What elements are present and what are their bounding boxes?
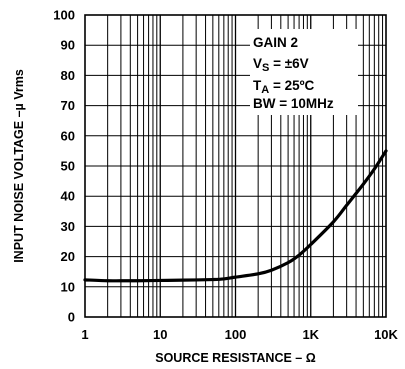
gain-note: GAIN 2 (253, 35, 298, 50)
y-axis-label: INPUT NOISE VOLTAGE –µ Vrms (12, 69, 26, 263)
x-tick-label: 1 (81, 327, 88, 342)
x-tick-label: 1K (302, 327, 319, 342)
y-tick-label: 0 (68, 310, 75, 325)
x-axis-label: SOURCE RESISTANCE – Ω (155, 351, 316, 365)
y-tick-label: 70 (61, 98, 75, 113)
y-tick-label: 100 (53, 8, 75, 23)
grid-lines (85, 15, 386, 317)
y-tick-label: 20 (61, 249, 75, 264)
supply-voltage-note: VS = ±6V (253, 56, 309, 74)
y-tick-label: 50 (61, 159, 75, 174)
x-tick-label: 10 (153, 327, 167, 342)
x-tick-label: 100 (225, 327, 247, 342)
y-tick-label: 60 (61, 128, 75, 143)
y-tick-label: 10 (61, 279, 75, 294)
bandwidth-note: BW = 10MHz (253, 96, 334, 111)
x-tick-label: 10K (374, 327, 398, 342)
plot-frame (84, 14, 387, 318)
y-tick-label: 30 (61, 219, 75, 234)
y-tick-label: 80 (61, 68, 75, 83)
conditions-box: GAIN 2 VS = ±6V TA = 25ºC BW = 10MHz (250, 29, 358, 115)
ambient-temperature-note: TA = 25ºC (253, 78, 315, 96)
y-tick-label: 90 (61, 38, 75, 53)
y-tick-label: 40 (61, 189, 75, 204)
noise-curve (83, 149, 388, 283)
